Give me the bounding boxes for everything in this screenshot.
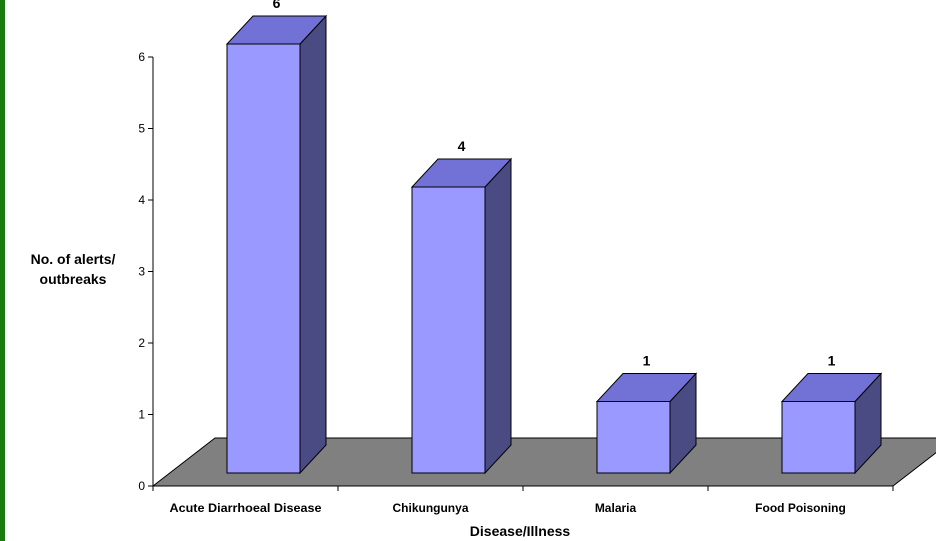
bar-side-face xyxy=(299,14,327,475)
y-axis-title-line: No. of alerts/ xyxy=(31,251,116,267)
y-tick-label: 6 xyxy=(138,50,145,64)
y-tick-label: 1 xyxy=(138,408,145,422)
y-tick-label: 0 xyxy=(138,479,145,493)
y-tick-label: 5 xyxy=(138,122,145,136)
data-label: 6 xyxy=(273,0,281,11)
x-tick-label: Food Poisoning xyxy=(755,501,846,515)
bar-front-face xyxy=(781,401,856,474)
bar-top-face xyxy=(595,373,698,402)
x-tick-label: Acute Diarrhoeal Disease xyxy=(170,501,322,515)
bars-layer xyxy=(225,14,883,475)
x-axis: Acute Diarrhoeal Disease Chikungunya Malar… xyxy=(152,485,894,515)
bar-top-face xyxy=(225,15,328,45)
data-label: 1 xyxy=(828,353,836,369)
bar xyxy=(410,157,513,475)
x-tick-label: Malaria xyxy=(595,501,637,515)
bar-top-face xyxy=(410,158,513,188)
bar-chart: 0 1 2 3 4 5 6 Acute Diarrhoeal Disease Chikungu… xyxy=(31,0,936,539)
y-axis: 0 1 2 3 4 5 6 xyxy=(138,50,154,493)
y-tick-label: 2 xyxy=(138,336,145,350)
y-axis-title-line: outbreaks xyxy=(40,271,107,287)
axis-titles-layer: Disease/Illness No. of alerts/outbreaks xyxy=(31,251,571,539)
bar-top-face xyxy=(780,373,883,402)
bar xyxy=(225,14,328,475)
data-label: 4 xyxy=(458,138,466,154)
bar xyxy=(595,372,698,475)
bar-front-face xyxy=(411,186,486,474)
y-tick-label: 4 xyxy=(138,193,145,207)
x-axis-title: Disease/Illness xyxy=(470,523,571,539)
data-labels-layer: 6 4 1 1 xyxy=(273,0,836,369)
bar xyxy=(780,372,883,475)
bar-side-face xyxy=(484,157,512,475)
y-tick-label: 3 xyxy=(138,265,145,279)
data-label: 1 xyxy=(643,353,651,369)
bar-front-face xyxy=(226,43,301,474)
x-tick-label: Chikungunya xyxy=(392,501,468,515)
bar-front-face xyxy=(596,401,671,474)
